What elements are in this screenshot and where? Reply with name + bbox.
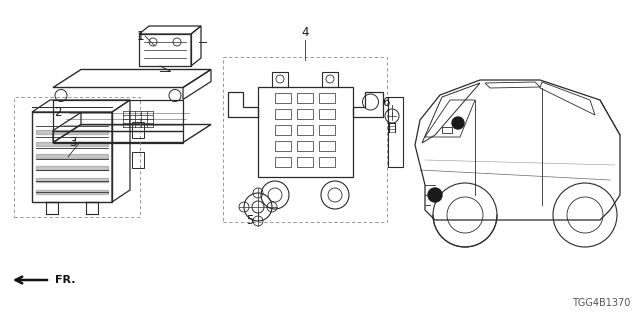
Text: 2: 2 xyxy=(54,106,61,118)
Bar xyxy=(319,93,335,103)
Bar xyxy=(319,157,335,167)
Text: 5: 5 xyxy=(246,213,253,227)
Bar xyxy=(297,109,313,119)
Bar xyxy=(297,93,313,103)
Bar xyxy=(319,141,335,151)
Bar xyxy=(319,125,335,135)
Text: TGG4B1370: TGG4B1370 xyxy=(572,298,630,308)
Bar xyxy=(275,125,291,135)
Bar xyxy=(297,125,313,135)
Bar xyxy=(275,93,291,103)
Text: 6: 6 xyxy=(382,95,390,108)
Bar xyxy=(275,109,291,119)
Bar xyxy=(275,141,291,151)
Circle shape xyxy=(428,188,442,202)
Bar xyxy=(319,109,335,119)
Bar xyxy=(14,97,140,217)
Text: 1: 1 xyxy=(136,29,144,43)
Bar xyxy=(275,157,291,167)
Bar xyxy=(297,141,313,151)
Circle shape xyxy=(452,117,464,129)
Bar xyxy=(223,57,387,222)
Text: FR.: FR. xyxy=(55,275,76,285)
Text: 3: 3 xyxy=(69,135,77,148)
Text: 4: 4 xyxy=(301,27,308,39)
Bar xyxy=(297,157,313,167)
Bar xyxy=(257,87,353,177)
